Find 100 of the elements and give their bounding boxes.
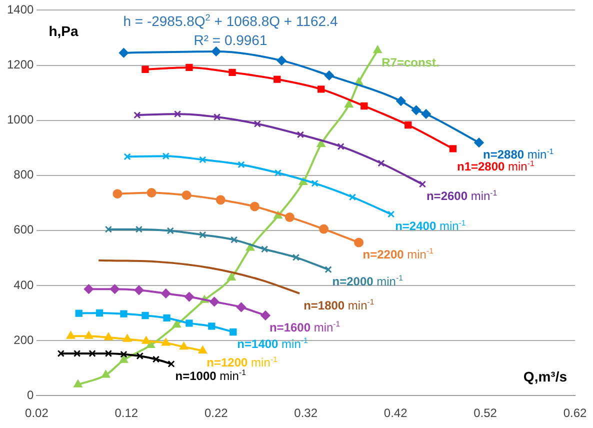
point (354, 238, 364, 248)
point (75, 310, 82, 317)
point (135, 226, 143, 233)
y-tick-label: 1400 (6, 2, 34, 17)
series-label: R7=const. (382, 55, 440, 70)
point (182, 190, 192, 200)
point (227, 273, 236, 281)
point (142, 66, 149, 73)
point (211, 46, 221, 56)
point (250, 202, 260, 212)
point (324, 266, 332, 274)
point (88, 350, 96, 358)
point (73, 350, 81, 358)
point (120, 355, 128, 363)
point (57, 350, 64, 358)
point (474, 138, 484, 148)
point (136, 352, 144, 360)
point (319, 224, 329, 234)
point (124, 153, 131, 160)
point (236, 302, 246, 312)
x-tick-label: 0.32 (294, 406, 318, 420)
point (230, 236, 238, 244)
point (199, 231, 206, 238)
y-axis-title: h,Pa (48, 23, 78, 40)
point (311, 180, 318, 187)
point (102, 370, 110, 378)
point (186, 64, 193, 72)
x-tick-label: 0.12 (114, 406, 138, 420)
point (66, 331, 75, 339)
point (161, 288, 171, 298)
y-tick-label: 0 (27, 388, 34, 402)
point (186, 320, 193, 327)
point (238, 161, 245, 168)
point (411, 105, 421, 115)
y-tick-label: 1000 (6, 112, 34, 127)
y-tick-label: 200 (14, 332, 34, 347)
annotation: R² = 0.9961 (194, 32, 268, 48)
point (134, 285, 144, 295)
point (316, 140, 326, 148)
point (210, 296, 220, 306)
point (360, 102, 368, 110)
line-series (98, 259, 301, 294)
point (228, 68, 236, 76)
point (74, 380, 82, 388)
y-tick-label: 600 (14, 222, 34, 237)
point (104, 332, 113, 340)
point (96, 309, 104, 317)
point (216, 195, 226, 205)
point (254, 120, 261, 128)
point (388, 210, 395, 218)
point (162, 338, 170, 346)
point (318, 86, 325, 93)
point (142, 336, 150, 344)
point (276, 56, 286, 66)
point (208, 322, 216, 330)
point (198, 346, 207, 354)
point (373, 46, 382, 54)
point (163, 314, 170, 322)
point (421, 109, 431, 119)
point (104, 226, 112, 233)
x-tick-label: 0.42 (384, 406, 408, 420)
point (168, 360, 175, 368)
point (348, 194, 356, 201)
point (337, 142, 344, 150)
point (213, 113, 221, 121)
point (260, 310, 270, 320)
point (174, 110, 182, 118)
point (344, 100, 354, 108)
y-tick-label: 400 (14, 278, 34, 292)
point (396, 96, 406, 106)
point (296, 131, 304, 138)
point (261, 246, 268, 253)
point (104, 350, 112, 358)
point (123, 334, 132, 342)
point (172, 320, 181, 328)
x-tick-label: 0.62 (563, 406, 587, 420)
point (146, 188, 156, 198)
point (152, 356, 160, 363)
x-tick-label: 0.02 (25, 406, 49, 420)
point (112, 189, 122, 199)
y-tick-label: 800 (14, 168, 34, 182)
point (162, 152, 170, 160)
point (404, 121, 412, 129)
point (324, 70, 334, 80)
point (378, 160, 385, 167)
point (199, 156, 206, 164)
point (418, 180, 426, 188)
x-axis-title: Q,m³/s (523, 368, 568, 385)
y-tick-label: 1200 (6, 58, 34, 72)
point (180, 342, 188, 350)
point (120, 350, 128, 358)
point (292, 254, 300, 261)
x-tick-label: 0.52 (474, 406, 498, 420)
point (230, 328, 237, 336)
point (110, 284, 120, 294)
point (246, 243, 254, 251)
point (118, 48, 128, 58)
point (84, 284, 94, 294)
point (120, 310, 128, 318)
x-tick-label: 0.22 (204, 406, 228, 420)
